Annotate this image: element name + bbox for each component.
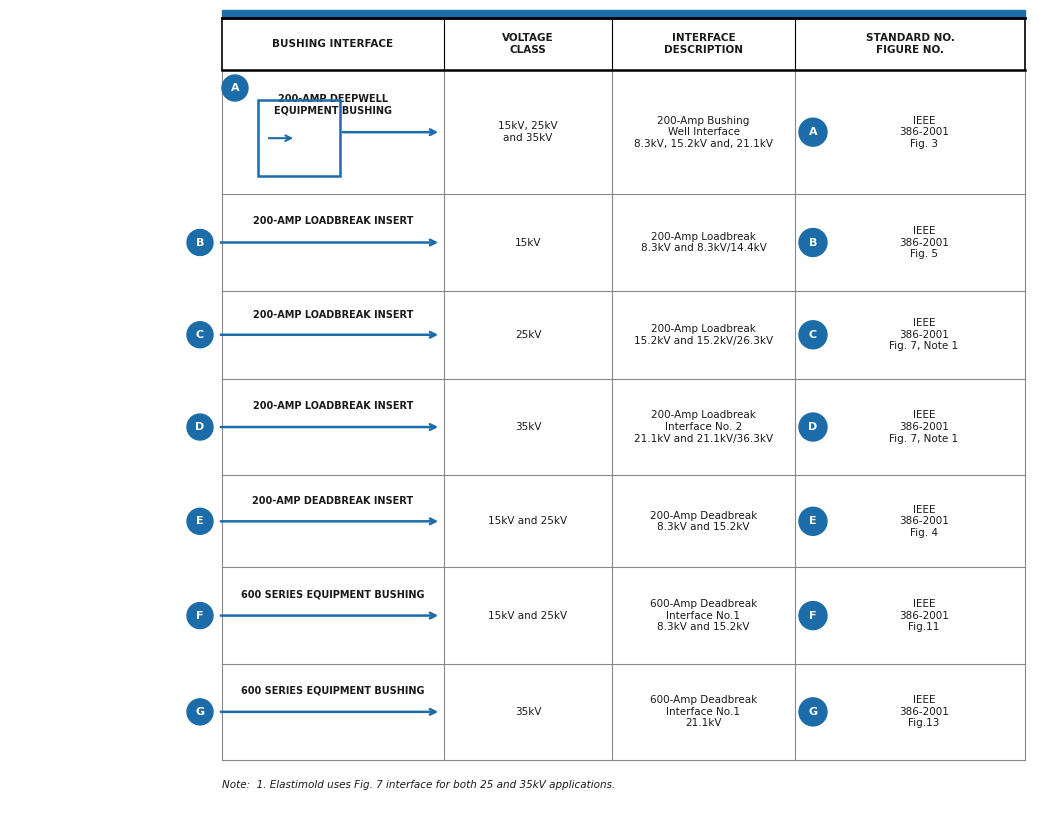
Text: 15kV and 25kV: 15kV and 25kV xyxy=(488,516,567,526)
Text: 15kV: 15kV xyxy=(514,238,541,248)
Text: 15kV and 25kV: 15kV and 25kV xyxy=(488,610,567,621)
Text: 200-Amp Loadbreak
8.3kV and 8.3kV/14.4kV: 200-Amp Loadbreak 8.3kV and 8.3kV/14.4kV xyxy=(641,232,767,253)
Bar xyxy=(258,100,340,176)
Text: 200-Amp Loadbreak
15.2kV and 15.2kV/26.3kV: 200-Amp Loadbreak 15.2kV and 15.2kV/26.3… xyxy=(634,324,773,346)
Text: IEEE
386-2001
Fig.11: IEEE 386-2001 Fig.11 xyxy=(899,599,949,632)
Text: STANDARD NO.
FIGURE NO.: STANDARD NO. FIGURE NO. xyxy=(865,33,955,55)
Text: IEEE
386-2001
Fig. 3: IEEE 386-2001 Fig. 3 xyxy=(899,115,949,149)
Text: 35kV: 35kV xyxy=(514,707,541,717)
Text: 200-AMP DEADBREAK INSERT: 200-AMP DEADBREAK INSERT xyxy=(252,496,414,506)
Circle shape xyxy=(187,603,213,628)
Text: IEEE
386-2001
Fig.13: IEEE 386-2001 Fig.13 xyxy=(899,695,949,729)
Circle shape xyxy=(222,75,248,101)
Circle shape xyxy=(187,508,213,534)
Bar xyxy=(222,475,1025,568)
Text: 200-Amp Bushing
Well Interface
8.3kV, 15.2kV and, 21.1kV: 200-Amp Bushing Well Interface 8.3kV, 15… xyxy=(634,115,773,149)
Text: IEEE
386-2001
Fig. 5: IEEE 386-2001 Fig. 5 xyxy=(899,225,949,259)
Text: INTERFACE
DESCRIPTION: INTERFACE DESCRIPTION xyxy=(664,33,743,55)
Circle shape xyxy=(187,699,213,725)
Text: B: B xyxy=(808,238,818,248)
Text: 200-Amp Deadbreak
8.3kV and 15.2kV: 200-Amp Deadbreak 8.3kV and 15.2kV xyxy=(649,511,757,532)
Bar xyxy=(222,379,1025,475)
Text: G: G xyxy=(195,707,205,717)
Bar xyxy=(222,10,1025,18)
Text: VOLTAGE
CLASS: VOLTAGE CLASS xyxy=(502,33,554,55)
Text: 600 SERIES EQUIPMENT BUSHING: 600 SERIES EQUIPMENT BUSHING xyxy=(241,685,425,696)
Bar xyxy=(222,291,1025,379)
Text: D: D xyxy=(195,422,205,432)
Text: IEEE
386-2001
Fig. 4: IEEE 386-2001 Fig. 4 xyxy=(899,505,949,538)
Text: 200-AMP LOADBREAK INSERT: 200-AMP LOADBREAK INSERT xyxy=(252,401,414,411)
Circle shape xyxy=(187,414,213,440)
Text: G: G xyxy=(808,707,818,717)
Circle shape xyxy=(799,698,827,725)
Circle shape xyxy=(799,413,827,441)
Text: A: A xyxy=(231,83,239,93)
Circle shape xyxy=(799,229,827,257)
Text: IEEE
386-2001
Fig. 7, Note 1: IEEE 386-2001 Fig. 7, Note 1 xyxy=(889,318,959,351)
Text: 200-AMP LOADBREAK INSERT: 200-AMP LOADBREAK INSERT xyxy=(252,310,414,320)
Text: 200-AMP DEEPWELL
EQUIPMENT BUSHING: 200-AMP DEEPWELL EQUIPMENT BUSHING xyxy=(274,94,392,116)
Text: C: C xyxy=(196,330,204,340)
Circle shape xyxy=(799,118,827,146)
Circle shape xyxy=(187,322,213,348)
Text: C: C xyxy=(809,330,817,340)
Text: E: E xyxy=(196,516,204,526)
Text: 35kV: 35kV xyxy=(514,422,541,432)
Text: 600 SERIES EQUIPMENT BUSHING: 600 SERIES EQUIPMENT BUSHING xyxy=(241,589,425,600)
Text: F: F xyxy=(196,610,204,621)
Bar xyxy=(222,663,1025,760)
Circle shape xyxy=(187,230,213,256)
Bar xyxy=(222,18,1025,70)
Circle shape xyxy=(799,507,827,535)
Text: 200-Amp Loadbreak
Interface No. 2
21.1kV and 21.1kV/36.3kV: 200-Amp Loadbreak Interface No. 2 21.1kV… xyxy=(634,410,773,444)
Bar xyxy=(222,70,1025,194)
Text: IEEE
386-2001
Fig. 7, Note 1: IEEE 386-2001 Fig. 7, Note 1 xyxy=(889,410,959,444)
Text: A: A xyxy=(808,127,818,137)
Text: 200-AMP LOADBREAK INSERT: 200-AMP LOADBREAK INSERT xyxy=(252,217,414,226)
Text: 25kV: 25kV xyxy=(514,330,541,340)
Text: BUSHING INTERFACE: BUSHING INTERFACE xyxy=(272,39,394,49)
Text: Note:  1. Elastimold uses Fig. 7 interface for both 25 and 35kV applications.: Note: 1. Elastimold uses Fig. 7 interfac… xyxy=(222,780,615,790)
Text: E: E xyxy=(809,516,817,526)
Text: 600-Amp Deadbreak
Interface No.1
8.3kV and 15.2kV: 600-Amp Deadbreak Interface No.1 8.3kV a… xyxy=(649,599,757,632)
Circle shape xyxy=(799,601,827,630)
Bar xyxy=(222,194,1025,291)
Text: B: B xyxy=(195,238,205,248)
Bar xyxy=(222,568,1025,663)
Text: 600-Amp Deadbreak
Interface No.1
21.1kV: 600-Amp Deadbreak Interface No.1 21.1kV xyxy=(649,695,757,729)
Text: D: D xyxy=(808,422,818,432)
Text: 15kV, 25kV
and 35kV: 15kV, 25kV and 35kV xyxy=(498,122,558,143)
Text: F: F xyxy=(809,610,817,621)
Circle shape xyxy=(799,321,827,349)
